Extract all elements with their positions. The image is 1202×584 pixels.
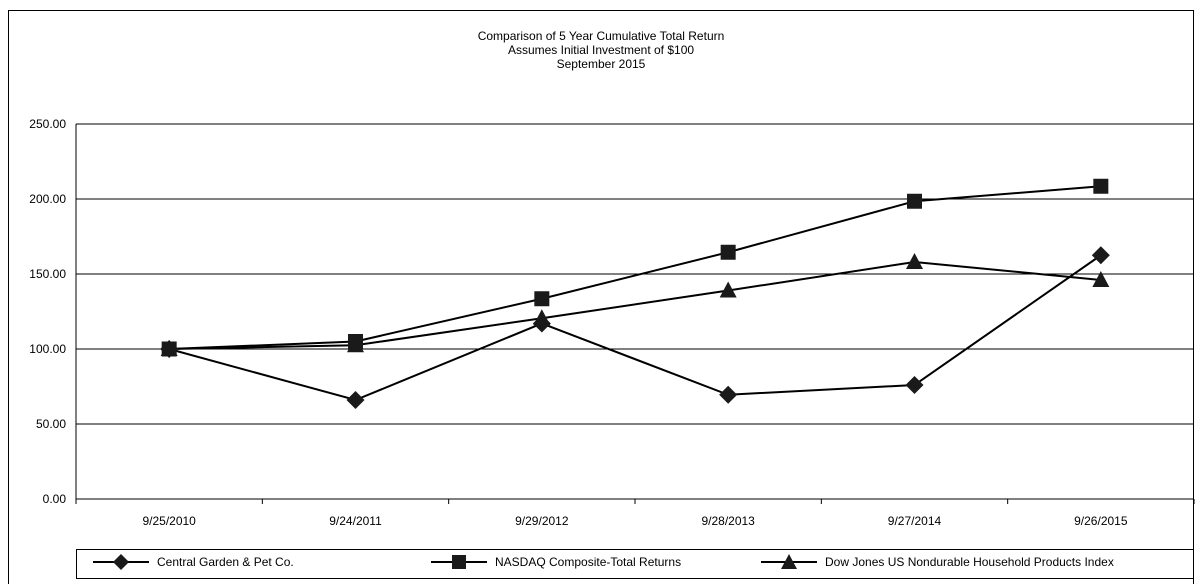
series-line-2 bbox=[169, 260, 1101, 350]
legend-item-nasdaq: NASDAQ Composite-Total Returns bbox=[429, 553, 681, 571]
legend-label-central-garden: Central Garden & Pet Co. bbox=[157, 555, 294, 569]
legend-square-marker-icon bbox=[431, 555, 487, 569]
series-line-1 bbox=[169, 185, 1101, 350]
data-point-square bbox=[1093, 178, 1109, 194]
x-tick-label: 9/28/2013 bbox=[701, 514, 755, 528]
legend-diamond-marker-icon bbox=[93, 554, 149, 570]
x-tick-label: 9/29/2012 bbox=[515, 514, 569, 528]
chart-title-block: Comparison of 5 Year Cumulative Total Re… bbox=[9, 29, 1193, 71]
data-point-triangle bbox=[906, 253, 923, 269]
x-tick-label: 9/27/2014 bbox=[888, 514, 942, 528]
y-tick-label: 100.00 bbox=[29, 342, 66, 356]
data-point-triangle bbox=[347, 336, 364, 353]
data-point-triangle bbox=[719, 281, 737, 298]
chart-frame: Comparison of 5 Year Cumulative Total Re… bbox=[8, 10, 1194, 584]
x-tick-label: 9/25/2010 bbox=[142, 514, 196, 528]
data-point-triangle bbox=[160, 340, 178, 356]
data-point-diamond bbox=[719, 385, 738, 404]
legend-label-nasdaq: NASDAQ Composite-Total Returns bbox=[495, 555, 682, 569]
legend: Central Garden & Pet Co. NASDAQ Composit… bbox=[76, 549, 1194, 579]
data-point-square bbox=[720, 244, 736, 260]
data-point-triangle bbox=[1092, 271, 1110, 287]
chart-title: Comparison of 5 Year Cumulative Total Re… bbox=[477, 29, 725, 43]
data-point-diamond bbox=[905, 376, 924, 394]
x-tick-label: 9/26/2015 bbox=[1074, 514, 1128, 528]
y-tick-label: 200.00 bbox=[29, 192, 66, 206]
data-point-square bbox=[534, 291, 550, 307]
series-line-0 bbox=[168, 254, 1102, 402]
data-point-square bbox=[907, 193, 922, 209]
data-point-diamond bbox=[346, 391, 365, 409]
x-tick-label: 9/24/2011 bbox=[329, 514, 382, 528]
y-tick-label: 250.00 bbox=[29, 117, 66, 131]
data-point-triangle bbox=[533, 309, 551, 326]
legend-item-dow-jones: Dow Jones US Nondurable Household Produc… bbox=[759, 553, 1114, 571]
chart-subtitle-1: Assumes Initial Investment of $100 bbox=[507, 43, 695, 57]
legend-label-dow-jones: Dow Jones US Nondurable Household Produc… bbox=[825, 555, 1114, 569]
legend-item-central-garden: Central Garden & Pet Co. bbox=[91, 553, 294, 571]
y-tick-label: 0.00 bbox=[43, 492, 67, 506]
legend-triangle-marker-icon bbox=[761, 554, 817, 569]
chart-subtitle-2: September 2015 bbox=[556, 57, 646, 71]
data-point-diamond bbox=[1091, 246, 1110, 265]
y-tick-label: 150.00 bbox=[29, 267, 66, 281]
y-tick-label: 50.00 bbox=[36, 417, 66, 431]
